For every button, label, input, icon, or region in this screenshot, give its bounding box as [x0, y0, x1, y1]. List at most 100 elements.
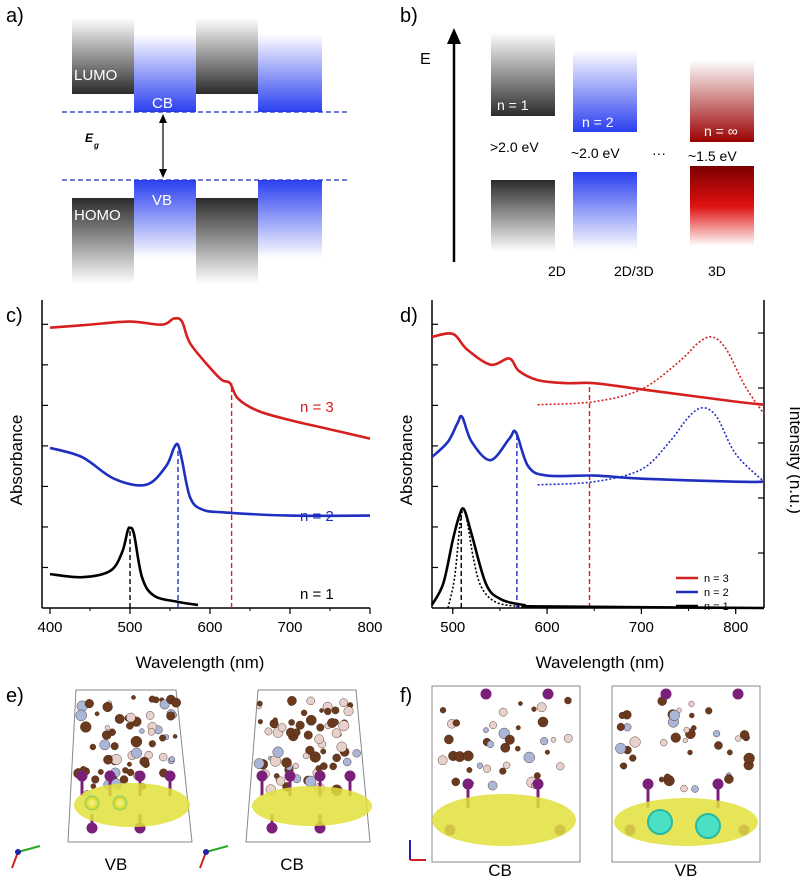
e-axis-triad-2	[199, 845, 229, 869]
f-vb-orbital	[614, 798, 758, 846]
atom	[352, 749, 361, 758]
cb-band-1	[134, 34, 196, 112]
lumo-band-2	[196, 18, 258, 94]
atom	[705, 707, 713, 715]
atom	[687, 749, 693, 756]
atom	[257, 719, 263, 725]
atom	[343, 757, 352, 767]
ellipsis: ···	[652, 145, 666, 161]
atom	[94, 711, 100, 717]
atom	[540, 737, 549, 746]
atom	[724, 774, 734, 784]
atom	[550, 737, 557, 743]
atom	[336, 741, 348, 753]
panel-d-label: d)	[400, 305, 418, 327]
c-series-1	[49, 526, 199, 607]
e-vb-cell	[67, 689, 193, 843]
dim-2d: 2D	[548, 263, 566, 279]
f-vb-cell	[611, 685, 761, 863]
n2-upper-band	[573, 50, 637, 132]
cb-band-2	[258, 34, 322, 112]
d-x-tick-label: 800	[723, 619, 748, 636]
atom	[688, 700, 695, 707]
legend-n1: n = 1	[704, 601, 729, 613]
atom	[331, 718, 339, 726]
atom	[304, 775, 317, 788]
e-vb-orbital-node-1	[84, 795, 100, 811]
atom	[288, 719, 295, 726]
gap-n2: ~2.0 eV	[571, 145, 620, 161]
atom	[295, 720, 305, 730]
atom	[324, 707, 332, 716]
atom	[537, 716, 549, 728]
atom	[691, 725, 697, 731]
iodine-atom	[314, 770, 326, 782]
atom	[439, 707, 447, 714]
atom	[670, 732, 681, 743]
homo-band-2	[196, 198, 258, 284]
atom	[287, 696, 297, 706]
f-label-vb: VB	[675, 861, 698, 880]
atom	[148, 740, 156, 748]
atom	[292, 728, 301, 737]
atom	[139, 728, 145, 734]
atom	[126, 761, 132, 767]
vb-label: VB	[152, 192, 172, 209]
atom	[533, 772, 541, 780]
f-axis-triad	[409, 840, 426, 861]
panel-e-label: e)	[6, 685, 24, 707]
atom	[486, 740, 495, 748]
iodine-atom	[462, 778, 474, 790]
atom	[84, 699, 94, 709]
ninf-label: n = ∞	[704, 123, 738, 139]
atom	[272, 746, 284, 758]
panel-c: c) Absorbance Wavelength (nm) 400 500 600 7…	[6, 300, 383, 672]
f-cb-atoms	[437, 688, 573, 836]
e-axis-origin-1	[15, 849, 21, 855]
atom	[618, 711, 626, 720]
homo-band-1	[72, 198, 134, 284]
atom	[616, 722, 625, 731]
panel-b: b) E n = 1 n = 2 n = ∞ >2.0 eV ~2.0 eV ·…	[400, 5, 754, 279]
atom	[147, 728, 156, 736]
e-vb-orbital	[74, 783, 190, 827]
atom	[714, 741, 723, 750]
f-cb-cell	[431, 685, 581, 863]
atom	[91, 775, 100, 784]
e-vb-orbital-node-2	[112, 795, 128, 811]
atom	[114, 714, 125, 724]
e-label-cb: CB	[280, 855, 304, 874]
e-axis-triad-1	[11, 845, 41, 869]
e-structure-vb	[67, 689, 193, 843]
atom	[691, 785, 699, 793]
gap-n1: >2.0 eV	[490, 139, 539, 155]
atom	[272, 717, 278, 723]
e-cb-atoms	[253, 696, 361, 834]
atom	[319, 762, 328, 770]
c-axes	[41, 300, 370, 609]
atom	[171, 697, 181, 708]
atom	[476, 762, 484, 769]
atom	[504, 734, 515, 745]
gap-arrow-head-up	[159, 114, 167, 123]
cb-label: CB	[152, 95, 173, 112]
atom	[743, 752, 755, 764]
d-xlabel: Wavelength (nm)	[536, 653, 665, 672]
d-pl-series-2	[537, 406, 765, 486]
atom	[338, 720, 350, 732]
f-structure-cb	[431, 685, 581, 863]
atom	[343, 706, 354, 717]
homo-label: HOMO	[74, 207, 121, 224]
c-x-tick-label: 700	[277, 619, 302, 636]
d-pl-series-3	[537, 335, 765, 415]
iodine-atom	[256, 770, 268, 782]
atom	[75, 709, 87, 722]
atom	[531, 706, 537, 712]
n1-upper-band	[491, 32, 555, 116]
atom	[683, 726, 690, 733]
iodine-atom	[164, 770, 176, 782]
atom	[629, 754, 637, 762]
atom	[119, 775, 129, 784]
iodine-atom	[532, 778, 544, 790]
atom	[619, 763, 625, 769]
